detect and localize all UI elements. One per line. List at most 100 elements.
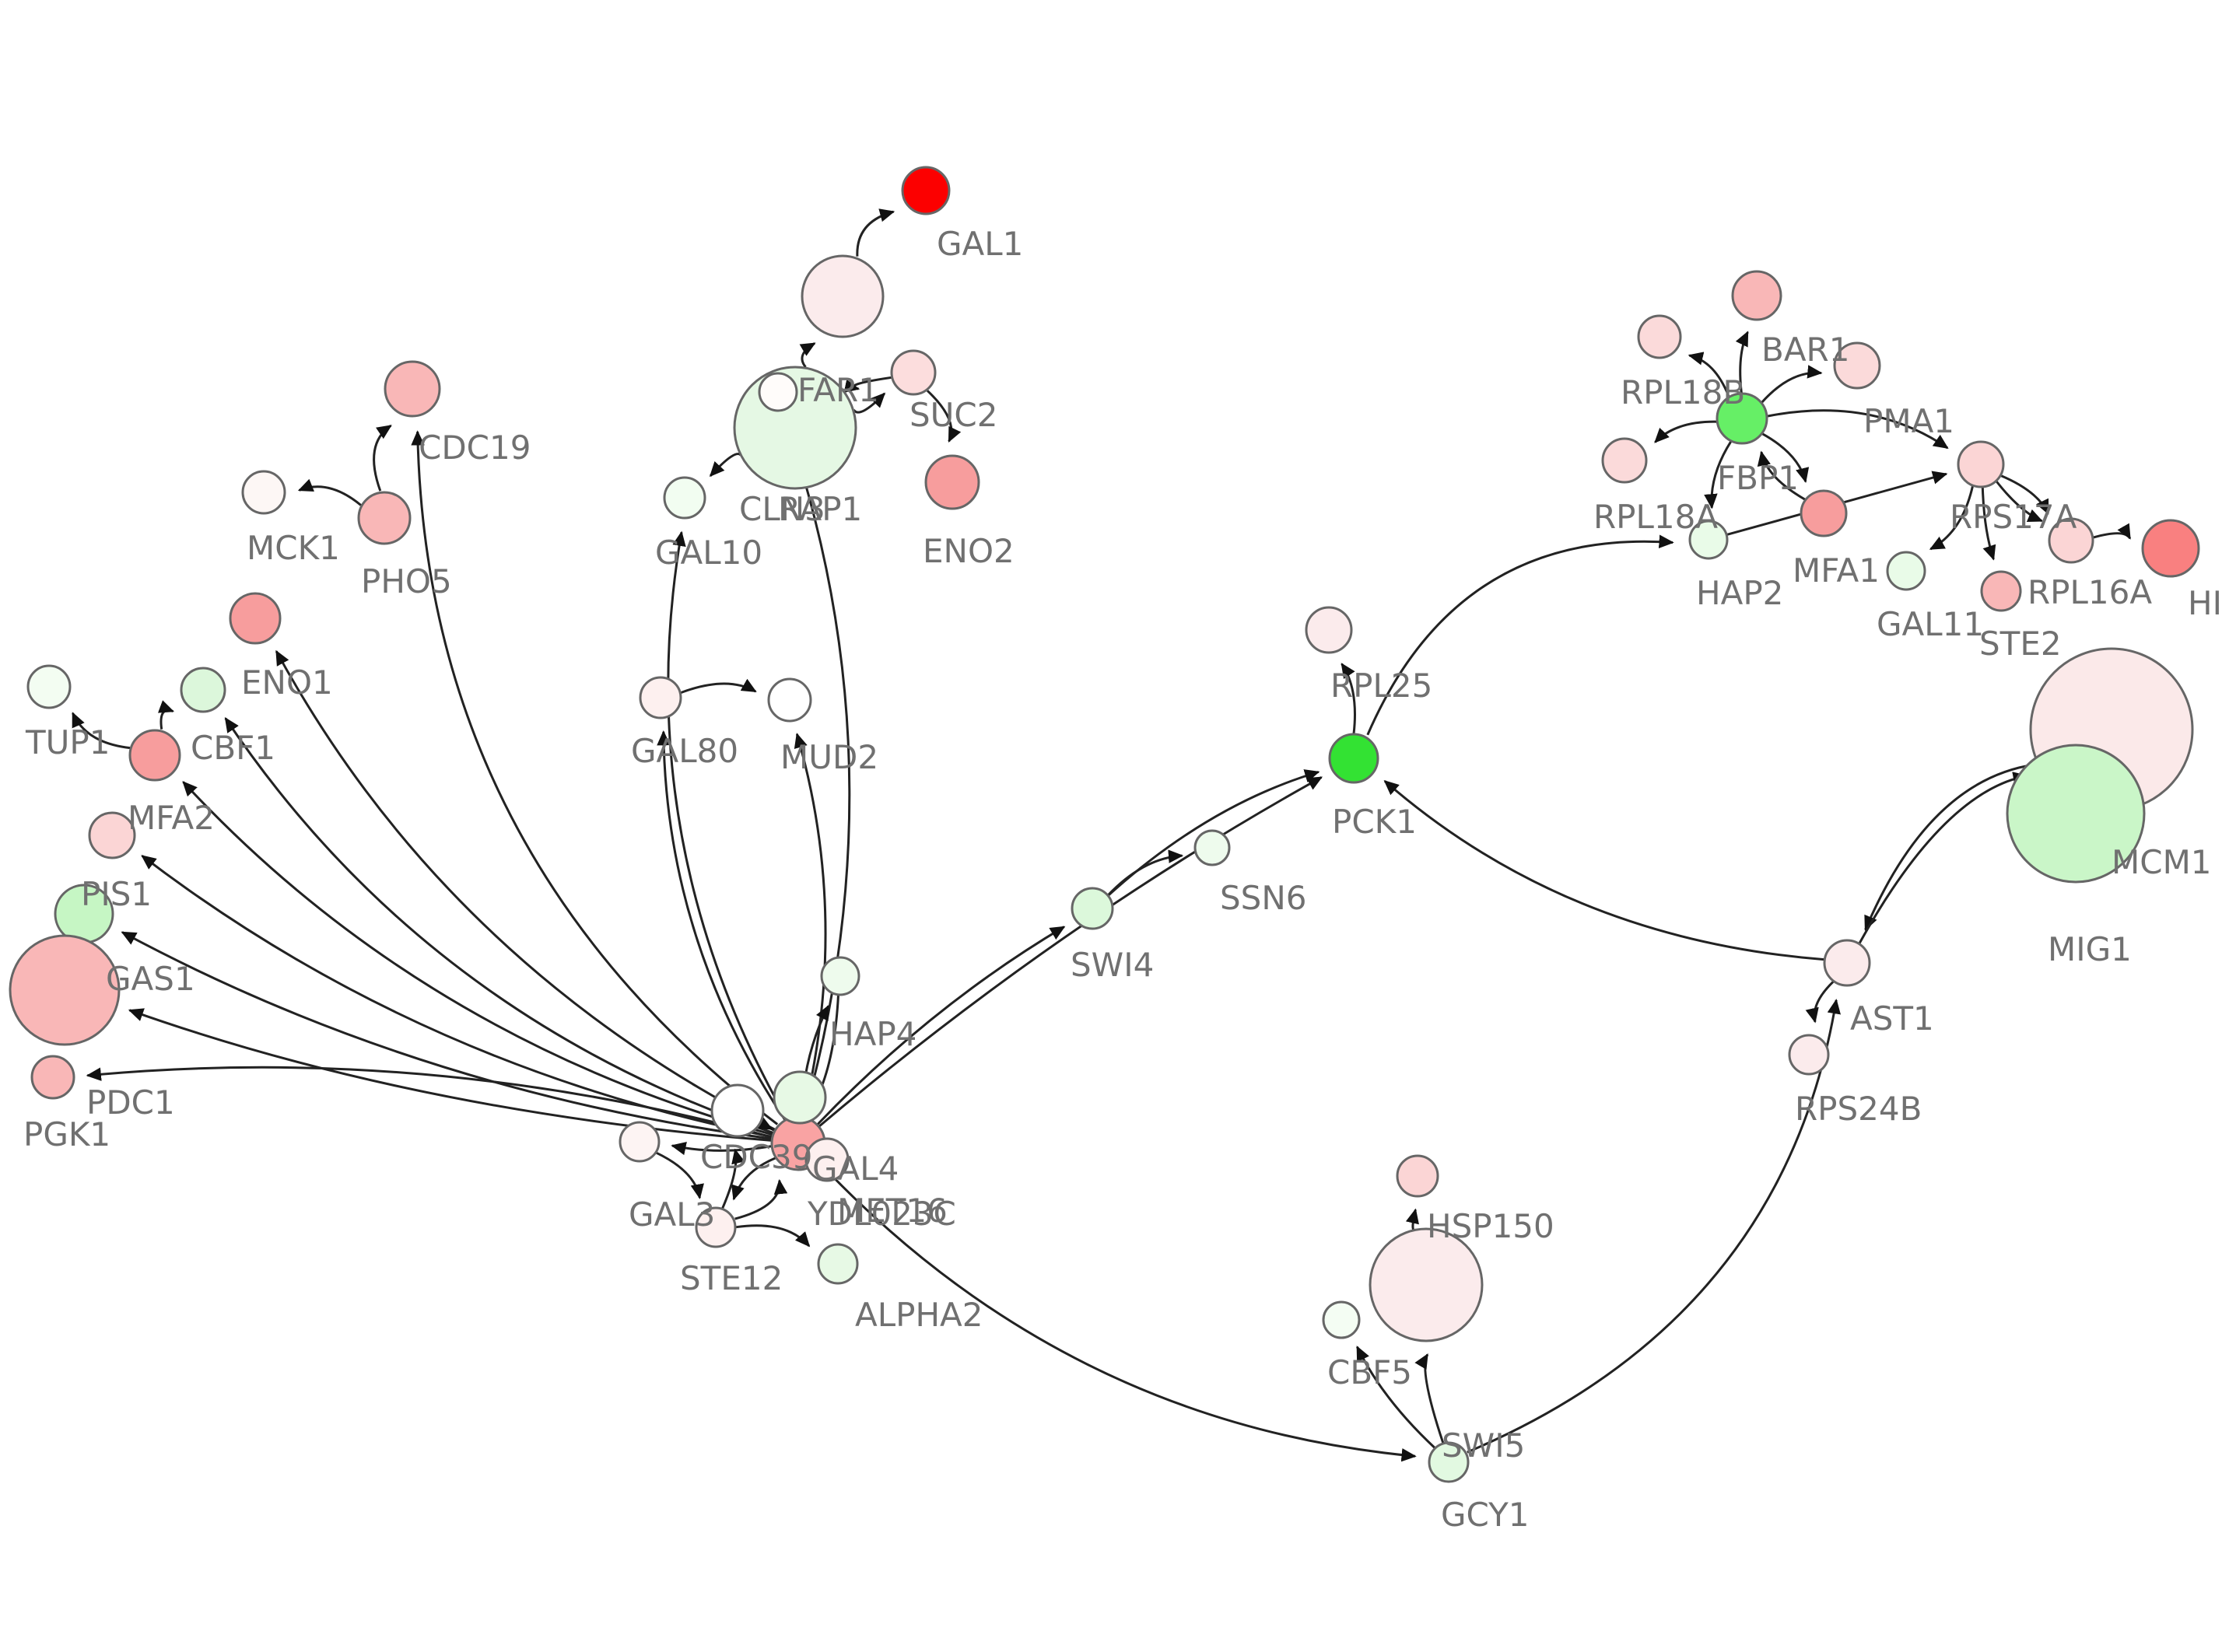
graph-node-rpl16a[interactable] (2048, 517, 2094, 564)
graph-node-bar1[interactable] (1731, 270, 1782, 321)
graph-node-hap4[interactable] (820, 956, 860, 996)
graph-node-label-rap1: RAP1 (778, 490, 862, 528)
graph-edge (1366, 534, 1674, 736)
graph-edge (756, 1116, 776, 1132)
graph-edge (1757, 450, 1806, 501)
graph-node-label-swi5: SWI5 (1442, 1426, 1525, 1465)
graph-node-pdc1[interactable] (9, 934, 121, 1046)
graph-node-cdc39[interactable] (710, 1083, 765, 1138)
graph-node-ste2[interactable] (1980, 570, 2022, 612)
graph-node-swi4[interactable] (1071, 887, 1114, 930)
graph-node-rps24b[interactable] (1788, 1034, 1830, 1076)
graph-node-hap2[interactable] (1688, 520, 1729, 560)
graph-edge (1767, 409, 1949, 450)
graph-edge (373, 424, 392, 492)
graph-node-gal80[interactable] (639, 676, 682, 719)
graph-node-suc2[interactable] (890, 349, 937, 396)
graph-node-eno2[interactable] (924, 454, 980, 510)
graph-node-gal1[interactable] (901, 166, 951, 215)
graph-node-met16[interactable] (773, 1070, 827, 1125)
graph-node-gal11[interactable] (1886, 551, 1926, 591)
graph-edge (1467, 999, 1841, 1454)
graph-node-gal10[interactable] (663, 476, 706, 520)
graph-node-label-eno1: ENO1 (241, 663, 333, 702)
graph-edge (1761, 432, 1810, 483)
graph-edge (721, 1148, 745, 1209)
graph-node-swi5[interactable] (1369, 1227, 1484, 1342)
graph-node-pma1[interactable] (1833, 341, 1881, 390)
graph-edge (1383, 780, 1824, 961)
graph-node-label-rps17a: RPS17A (1950, 498, 2077, 536)
graph-node-ydl023c[interactable] (804, 1137, 850, 1182)
graph-node-pho5[interactable] (357, 491, 412, 545)
graph-node-label-cdc39: CDC39 (700, 1138, 812, 1176)
graph-edge (1704, 440, 1733, 509)
graph-node-his4[interactable] (2141, 519, 2200, 578)
graph-node-label-gal10: GAL10 (655, 534, 762, 572)
graph-node-label-met16: MET16 (837, 1192, 948, 1230)
graph-edge (1735, 331, 1749, 394)
graph-edge (680, 678, 757, 695)
graph-node-far1[interactable] (801, 254, 885, 338)
graph-node-mig1[interactable] (2006, 744, 2146, 884)
graph-node-label-cln3: CLN3 (739, 490, 825, 528)
graph-edge (853, 392, 886, 414)
graph-node-label-pgk1: PGK1 (23, 1115, 110, 1153)
graph-node-ast1[interactable] (1823, 939, 1871, 987)
graph-node-cbf1[interactable] (180, 667, 226, 713)
graph-node-fbp1[interactable] (1716, 392, 1768, 445)
graph-node-label-cbf1: CBF1 (191, 729, 275, 767)
graph-node-label-pis1: PIS1 (81, 875, 152, 913)
graph-edge (2000, 474, 2049, 515)
graph-node-pck1[interactable] (1328, 733, 1379, 784)
graph-node-rpl25[interactable] (1305, 606, 1353, 654)
graph-node-label-bar1: BAR1 (1761, 331, 1849, 369)
graph-node-eno1[interactable] (229, 592, 282, 645)
graph-node-rap1[interactable] (758, 372, 798, 412)
graph-node-rpl18a[interactable] (1601, 437, 1648, 484)
graph-node-ste12[interactable] (695, 1206, 737, 1248)
graph-edge (1107, 849, 1184, 896)
graph-edge (709, 453, 742, 478)
graph-node-mck1[interactable] (241, 470, 286, 515)
graph-edge (735, 1224, 811, 1248)
graph-edge (297, 478, 362, 506)
graph-node-label-gal3: GAL3 (629, 1195, 715, 1234)
graph-node-label-his4: HIS4 (2188, 584, 2222, 622)
graph-node-label-pma1: PMA1 (1863, 402, 1954, 440)
graph-node-cbf5[interactable] (1322, 1300, 1361, 1339)
graph-edge (1858, 772, 2028, 944)
graph-node-rpl18b[interactable] (1637, 314, 1682, 359)
graph-node-label-tup1: TUP1 (25, 723, 110, 761)
graph-edge (1761, 365, 1823, 404)
graph-node-hsp150[interactable] (1396, 1154, 1439, 1198)
graph-node-rps17a[interactable] (1957, 440, 2005, 488)
graph-node-mud2[interactable] (767, 677, 812, 723)
graph-node-label-ssn6: SSN6 (1220, 879, 1306, 917)
graph-edge (734, 1178, 788, 1220)
graph-node-pis1[interactable] (88, 811, 136, 859)
graph-node-label-rpl16a: RPL16A (2027, 573, 2152, 611)
graph-node-alpha2[interactable] (817, 1243, 859, 1285)
graph-node-mfa1[interactable] (1800, 489, 1848, 537)
graph-node-mfa2[interactable] (128, 729, 181, 782)
graph-node-gal3[interactable] (619, 1121, 661, 1163)
graph-node-label-pck1: PCK1 (1332, 803, 1417, 841)
graph-node-label-suc2: SUC2 (909, 396, 997, 434)
graph-node-cdc19[interactable] (384, 360, 441, 418)
graph-node-label-mck1: MCK1 (247, 529, 340, 567)
graph-node-tup1[interactable] (26, 664, 72, 709)
graph-node-label-ste2: STE2 (1979, 625, 2062, 663)
graph-edge (1341, 663, 1356, 734)
graph-edge (72, 712, 131, 750)
graph-node-label-rpl18a: RPL18A (1593, 498, 1718, 536)
graph-node-label-ast1: AST1 (1850, 999, 1934, 1038)
graph-node-label-ydl023c: YDL023C (807, 1195, 956, 1233)
graph-node-label-rpl25: RPL25 (1330, 667, 1432, 705)
graph-node-gcy1[interactable] (1428, 1441, 1470, 1483)
graph-node-ssn6[interactable] (1193, 829, 1231, 866)
graph-node-pgk1[interactable] (30, 1055, 75, 1100)
